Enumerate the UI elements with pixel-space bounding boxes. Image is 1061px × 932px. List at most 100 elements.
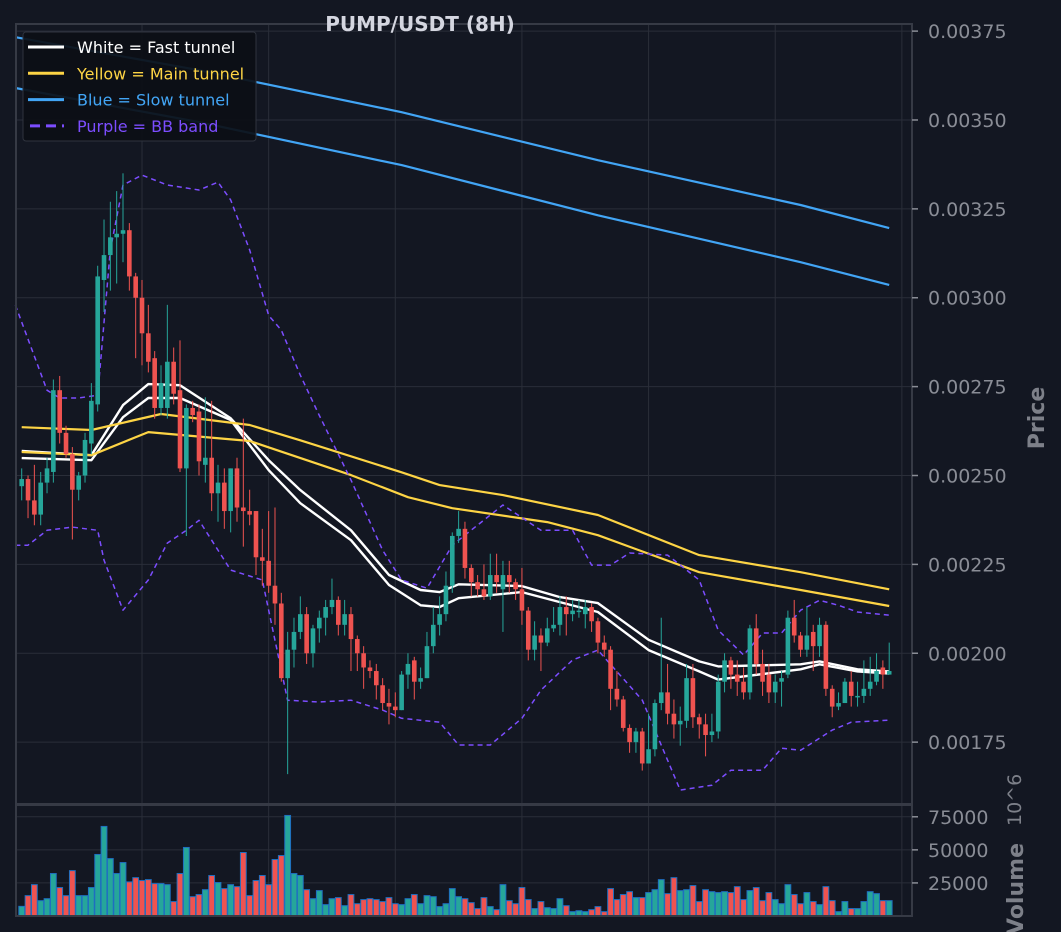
candle: [582, 599, 588, 629]
candle: [468, 564, 474, 597]
volume-bar: [657, 879, 665, 917]
indicator-lines: [14, 36, 890, 791]
candle: [19, 468, 24, 501]
volume-bar: [689, 885, 697, 917]
volume-bar: [385, 897, 393, 917]
candle-body: [241, 507, 246, 512]
candle-body: [601, 642, 607, 650]
candle: [51, 379, 56, 483]
volume-bar: [157, 883, 165, 917]
candle-body: [468, 567, 474, 583]
candle: [633, 727, 639, 753]
candle: [215, 464, 221, 522]
candle-body: [886, 671, 892, 675]
candle-body: [506, 575, 512, 583]
volume-tick-label: 75000: [928, 807, 988, 829]
candle: [317, 610, 322, 643]
candle-body: [418, 678, 423, 682]
candle: [874, 653, 879, 686]
volume-bar: [360, 899, 368, 917]
candle: [804, 607, 810, 657]
volume-bar: [113, 873, 121, 917]
candle-body: [234, 468, 240, 508]
candle-body: [44, 468, 50, 483]
volume-bar: [531, 908, 539, 917]
volume-bar: [790, 894, 798, 917]
candle: [95, 265, 100, 412]
candle: [76, 471, 81, 501]
candle-body: [709, 731, 715, 736]
candle-body: [677, 720, 683, 725]
candle-body: [734, 674, 740, 682]
price-axis-label: Price: [1025, 387, 1050, 449]
candle-body: [817, 624, 822, 647]
candle-body: [874, 671, 879, 682]
volume-bar: [201, 889, 209, 917]
candle: [386, 688, 392, 725]
candle: [285, 631, 290, 775]
candle: [57, 375, 62, 444]
price-tick-label: 0.00300: [928, 288, 1007, 310]
candle: [741, 667, 746, 700]
volume-bar: [740, 899, 747, 917]
volume-bar: [246, 895, 254, 917]
volume-bar: [733, 886, 741, 917]
candle: [228, 468, 233, 533]
volume-bar: [708, 891, 716, 917]
candle: [639, 727, 645, 771]
volume-bar: [151, 883, 159, 917]
volume-tick-label: 50000: [928, 840, 988, 862]
candle-body: [63, 432, 69, 455]
candle: [171, 347, 176, 405]
candle: [203, 397, 208, 483]
candle-body: [443, 585, 449, 615]
legend-label: White = Fast tunnel: [77, 38, 235, 57]
candle: [829, 685, 835, 718]
candle-body: [367, 667, 373, 672]
candle: [728, 656, 734, 689]
candle-body: [171, 361, 176, 394]
volume-bar: [556, 898, 564, 917]
candle-body: [690, 678, 696, 718]
candle-body: [570, 610, 575, 615]
volume-axis: 75000 50000 25000: [912, 807, 988, 895]
volume-bar: [239, 851, 247, 917]
volume-bar: [265, 884, 273, 917]
volume-bar: [436, 906, 444, 917]
volume-bar: [562, 905, 570, 917]
volume-bar: [341, 905, 349, 917]
candle: [89, 383, 94, 455]
candle: [462, 521, 468, 579]
candle-body: [247, 511, 252, 515]
volume-bar: [334, 897, 342, 917]
candle-body: [399, 674, 404, 711]
candle-body: [260, 557, 265, 561]
volume-bar: [30, 884, 38, 917]
candle-body: [430, 624, 436, 647]
price-tick-label: 0.00350: [928, 110, 1007, 132]
price-axis: 0.00375 0.00350 0.00325 0.00300 0.00275 0.002…: [912, 21, 1007, 754]
candle-body: [779, 678, 784, 682]
candle: [146, 304, 151, 373]
candle-body: [804, 635, 810, 650]
candle: [506, 560, 512, 593]
volume-bar: [664, 893, 671, 917]
candle: [690, 663, 696, 728]
volume-bar: [518, 887, 526, 917]
volume-bar: [448, 888, 456, 917]
volume-panel: [18, 814, 893, 917]
candle-body: [861, 688, 867, 696]
candle-body: [772, 681, 778, 693]
candle-body: [127, 230, 132, 277]
candle-body: [158, 383, 164, 408]
volume-bar: [233, 886, 241, 917]
candle-body: [317, 617, 322, 629]
candle: [481, 564, 487, 600]
candle-body: [82, 439, 88, 476]
candle-body: [25, 479, 31, 501]
candle: [241, 418, 246, 547]
price-tick-label: 0.00225: [928, 554, 1007, 576]
candle-body: [272, 585, 278, 604]
candle: [532, 621, 537, 661]
